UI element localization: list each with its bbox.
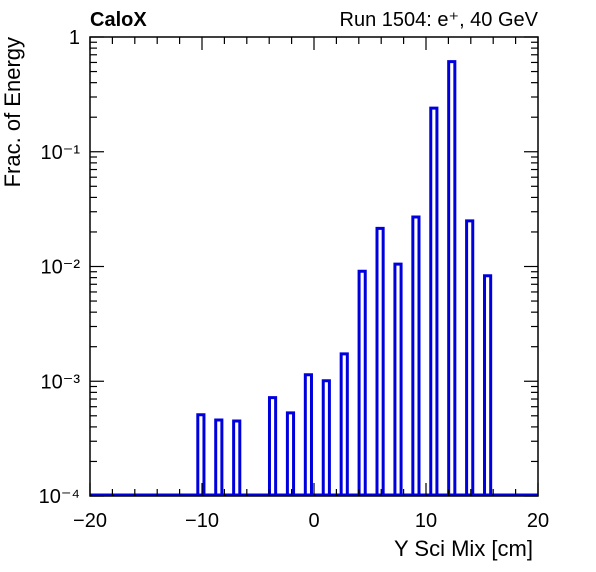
x-tick-label-3: 10 bbox=[415, 510, 437, 532]
y-axis-title: Frac. of Energy bbox=[0, 37, 25, 187]
bar-12 bbox=[429, 106, 439, 495]
bar-9 bbox=[375, 226, 385, 495]
bar-5 bbox=[303, 373, 313, 495]
y-tick-label-2: 10⁻² bbox=[41, 257, 81, 279]
x-axis-title: Y Sci Mix [cm] bbox=[394, 536, 533, 561]
bar-7 bbox=[339, 352, 349, 495]
y-tick-label-3: 10⁻¹ bbox=[41, 142, 81, 164]
bar-14 bbox=[465, 219, 475, 495]
x-tick-label-0: −20 bbox=[73, 510, 107, 532]
y-tick-label-4: 1 bbox=[69, 27, 80, 49]
chart-title-right: Run 1504: e⁺, 40 GeV bbox=[340, 9, 539, 31]
bars-group bbox=[196, 60, 493, 495]
y-tick-label-0: 10⁻⁴ bbox=[39, 486, 80, 508]
plot-frame bbox=[89, 36, 539, 497]
bar-3 bbox=[267, 396, 278, 495]
y-tick-label-1: 10⁻³ bbox=[41, 371, 81, 393]
x-tick-label-2: 0 bbox=[308, 510, 319, 532]
chart-title-left: CaloX bbox=[90, 9, 147, 31]
bar-11 bbox=[411, 215, 421, 495]
bar-13 bbox=[447, 60, 457, 495]
ticks-group: −20 −10 0 10 20 10⁻⁴ 10⁻³ 10⁻² 10⁻¹ 1 bbox=[39, 27, 550, 532]
bar-1 bbox=[214, 418, 224, 495]
bar-2 bbox=[232, 419, 242, 495]
x-tick-label-4: 20 bbox=[527, 510, 549, 532]
x-tick-label-1: −10 bbox=[185, 510, 219, 532]
bar-0 bbox=[196, 413, 206, 495]
bar-10 bbox=[393, 262, 403, 495]
bar-4 bbox=[285, 411, 296, 495]
bar-6 bbox=[321, 379, 331, 495]
bar-8 bbox=[357, 269, 367, 495]
bar-15 bbox=[483, 274, 493, 495]
